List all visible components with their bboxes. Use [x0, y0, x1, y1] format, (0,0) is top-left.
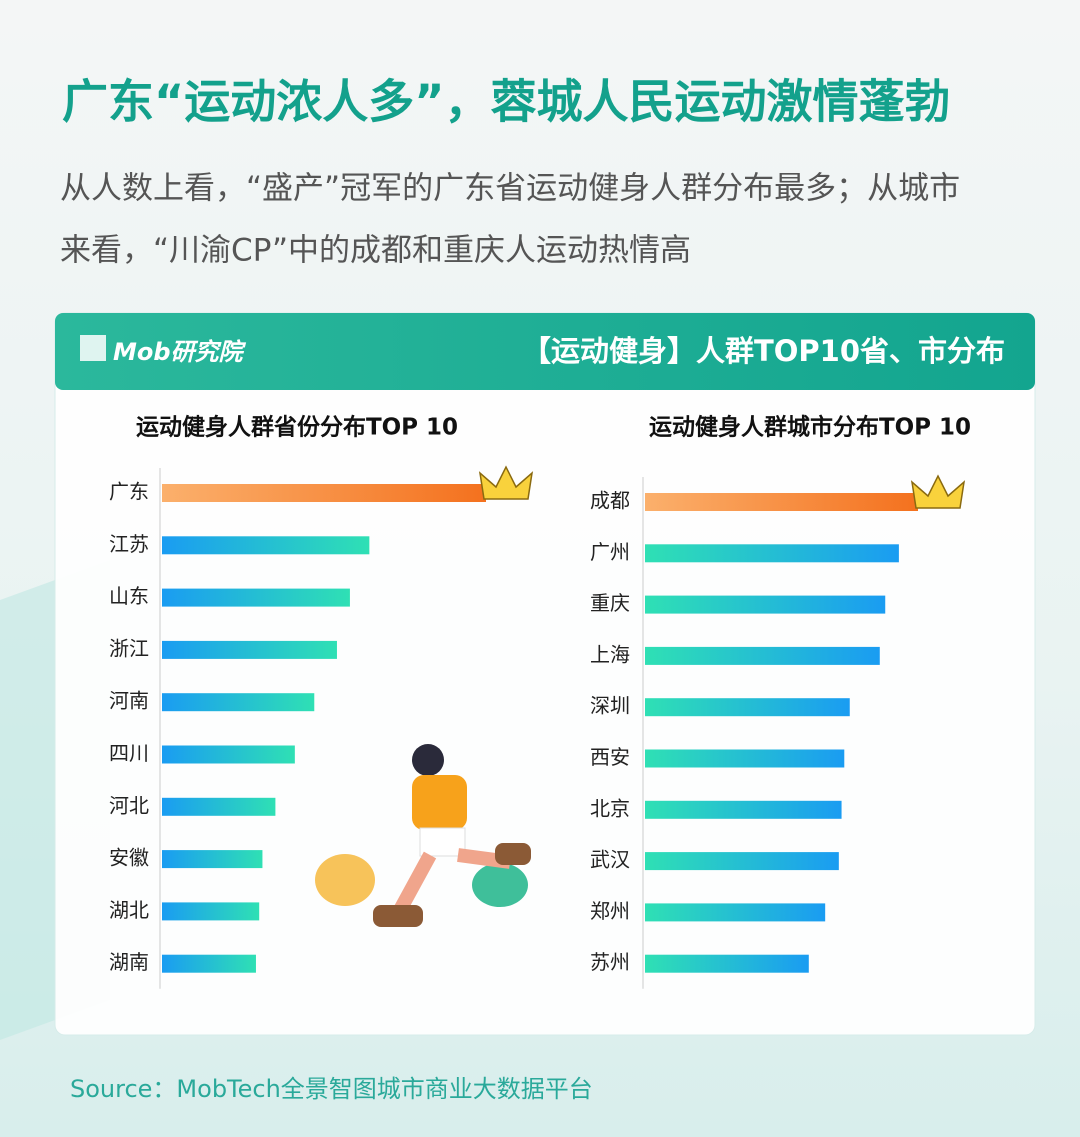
y-tick-label: 浙江 [109, 636, 149, 660]
chart-title: 运动健身人群城市分布TOP 10 [649, 414, 971, 441]
y-tick-label: 江苏 [109, 532, 149, 556]
bar [645, 595, 886, 614]
bar [162, 954, 256, 973]
y-tick-label: 广州 [590, 540, 630, 564]
bar [645, 544, 899, 563]
y-tick-label: 上海 [590, 642, 630, 666]
y-tick-label: 安徽 [109, 846, 149, 870]
y-tick-label: 河北 [109, 793, 149, 817]
page-title: 广东“运动浓人多”，蓉城人民运动激情蓬勃 [62, 75, 950, 129]
subtitle: 来看，“川渝CP”中的成都和重庆人运动热情高 [60, 233, 691, 269]
bar [162, 484, 486, 502]
y-tick-label: 四川 [109, 741, 149, 765]
y-tick-label: 北京 [590, 796, 630, 820]
y-tick-label: 重庆 [590, 591, 630, 615]
bar [645, 698, 850, 717]
bar [645, 954, 809, 973]
bar [162, 536, 370, 555]
y-tick-label: 成都 [590, 489, 630, 513]
logo: Mob研究院 [113, 338, 247, 366]
y-tick-label: 苏州 [590, 950, 630, 974]
y-tick-label: 山东 [109, 584, 149, 608]
bar [645, 749, 845, 768]
logo-icon [80, 335, 106, 361]
y-tick-label: 深圳 [590, 694, 630, 718]
bar [645, 800, 842, 819]
bar [645, 852, 839, 871]
crown [910, 474, 966, 509]
banner [55, 313, 1035, 390]
y-tick-label: 河南 [109, 689, 149, 713]
bar [162, 745, 295, 764]
y-tick-label: 武汉 [590, 848, 630, 872]
bar [162, 640, 337, 659]
bar [645, 493, 918, 511]
bar [645, 646, 880, 665]
subtitle: 从人数上看，“盛产”冠军的广东省运动健身人群分布最多；从城市 [60, 171, 960, 207]
y-tick-label: 郑州 [590, 899, 630, 923]
bar [162, 693, 315, 712]
y-tick-label: 广东 [109, 480, 149, 504]
y-tick-label: 湖北 [109, 898, 149, 922]
banner-title: 【运动健身】人群TOP10省、市分布 [522, 334, 1005, 368]
runner-illustration [315, 744, 531, 927]
y-tick-label: 湖南 [109, 950, 149, 974]
bar [162, 588, 350, 607]
crown [478, 465, 534, 500]
chart-title: 运动健身人群省份分布TOP 10 [136, 414, 458, 441]
bar [645, 903, 826, 922]
bar [162, 850, 263, 869]
bar [162, 797, 276, 816]
bar [162, 902, 260, 921]
source: Source：MobTech全景智图城市商业大数据平台 [70, 1075, 593, 1103]
y-tick-label: 西安 [590, 745, 630, 769]
